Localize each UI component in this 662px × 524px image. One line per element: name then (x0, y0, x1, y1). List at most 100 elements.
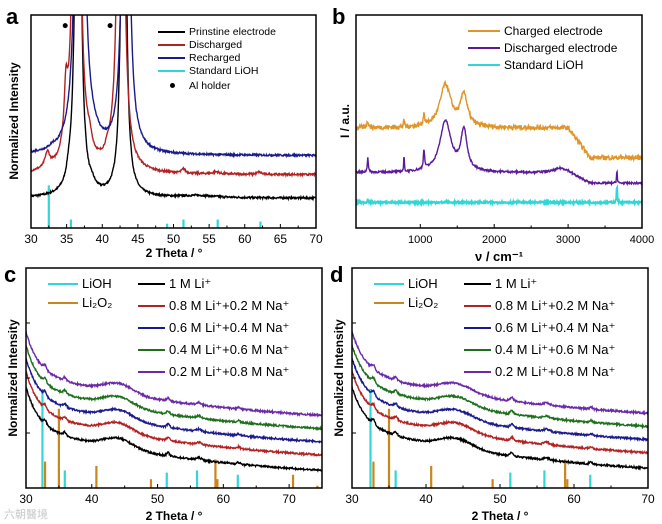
legend-label: Li₂O₂ (82, 295, 113, 311)
legend-item: 0.6 M Li⁺+0.4 M Na⁺ (464, 320, 615, 336)
legend-line-swatch (468, 29, 500, 32)
legend-label: 0.8 M Li⁺+0.2 M Na⁺ (495, 298, 616, 314)
x-tick-label: 60 (238, 232, 252, 246)
series-line-2 (26, 357, 322, 444)
series-line-1 (26, 371, 322, 458)
legend-item: Discharged electrode (468, 41, 617, 55)
panel-a-xlabel: 2 Theta / ° (145, 246, 203, 260)
panel-b-xlabel: ν / cm⁻¹ (474, 249, 524, 264)
x-tick-label: 35 (60, 232, 74, 246)
x-tick-label: 50 (151, 492, 165, 506)
panel-a-data (31, 15, 316, 228)
legend-item: 1 M Li⁺ (138, 276, 211, 292)
legend-line-swatch (464, 305, 491, 308)
series-line-1 (31, 15, 316, 179)
panel-c-letter: c (4, 262, 17, 287)
x-tick-label: 45 (131, 232, 145, 246)
legend-label: 0.2 M Li⁺+0.8 M Na⁺ (495, 364, 616, 380)
legend-item: Charged electrode (468, 24, 603, 38)
series-line-2 (352, 358, 648, 443)
legend-line-swatch (48, 282, 78, 285)
series-line-0 (26, 386, 322, 473)
x-tick-label: 40 (85, 492, 99, 506)
legend-line-swatch (464, 371, 491, 374)
x-tick-label: 50 (167, 232, 181, 246)
panel-c-data (26, 331, 322, 488)
legend-label: 0.4 M Li⁺+0.6 M Na⁺ (169, 342, 290, 358)
legend-line-swatch (158, 69, 185, 72)
legend-item: LiOH (374, 276, 438, 291)
x-tick-label: 3000 (556, 234, 580, 246)
x-tick-label: 50 (493, 492, 507, 506)
series-line-0 (352, 386, 648, 471)
panel-b-letter: b (332, 4, 346, 29)
legend-item: Standard LiOH (158, 65, 258, 77)
x-tick-label: 65 (274, 232, 288, 246)
panel-a-letter: a (6, 4, 19, 29)
series-line-2 (356, 183, 642, 208)
legend-line-swatch (468, 63, 500, 66)
legend-label: Charged electrode (504, 23, 603, 38)
legend-label: 0.4 M Li⁺+0.6 M Na⁺ (495, 342, 616, 358)
panel-b-data (356, 79, 642, 208)
panel-d-xlabel: 2 Theta / ° (471, 509, 529, 523)
legend-item: Recharged (158, 52, 240, 64)
panel-d-data (352, 331, 648, 488)
legend-item: Standard LiOH (468, 58, 583, 72)
x-tick-label: 1000 (408, 234, 432, 246)
legend-item: 0.8 M Li⁺+0.2 M Na⁺ (138, 298, 289, 314)
series-line-1 (356, 119, 642, 187)
legend-label: Li₂O₂ (408, 295, 439, 311)
series-line-2 (31, 15, 316, 159)
legend-label: Recharged (189, 51, 241, 64)
legend-item: 0.2 M Li⁺+0.8 M Na⁺ (464, 364, 615, 380)
x-tick-label: 55 (202, 232, 216, 246)
legend-line-swatch (138, 283, 165, 286)
al-holder-marker (62, 23, 68, 29)
legend-item: LiOH (48, 276, 112, 291)
plot-frame (355, 14, 643, 229)
legend-item: Discharged (158, 39, 242, 51)
legend-line-swatch (158, 43, 185, 46)
legend-label: 0.6 M Li⁺+0.4 M Na⁺ (169, 320, 290, 336)
series-line-1 (352, 370, 648, 456)
x-tick-label: 30 (345, 492, 359, 506)
x-tick-label: 70 (641, 492, 655, 506)
legend-line-swatch (138, 349, 165, 352)
series-line-3 (352, 344, 648, 430)
panel-d-letter: d (330, 262, 344, 287)
watermark: 六朝醫境 (4, 509, 48, 521)
panel-a-ylabel: Normalized Intensity (7, 62, 21, 180)
x-tick-label: 60 (217, 492, 231, 506)
legend-label: 0.2 M Li⁺+0.8 M Na⁺ (169, 364, 290, 380)
series-line-4 (352, 331, 648, 416)
legend-line-swatch (468, 46, 500, 49)
legend-label: Al holder (189, 79, 231, 92)
legend-item: 0.8 M Li⁺+0.2 M Na⁺ (464, 298, 615, 314)
legend-line-swatch (158, 30, 185, 33)
panel-d-ylabel: Normalized Intensity (332, 319, 346, 437)
legend-label: Prinstine electrode (189, 25, 276, 38)
x-tick-label: 4000 (630, 234, 654, 246)
legend-item: Al holder (158, 80, 230, 92)
legend-item: 0.2 M Li⁺+0.8 M Na⁺ (138, 364, 289, 380)
legend-line-swatch (374, 301, 404, 304)
panel-c-ylabel: Normalized Intensity (6, 319, 20, 437)
legend-line-swatch (464, 349, 491, 352)
legend-label: 1 M Li⁺ (169, 276, 212, 292)
legend-item: 0.6 M Li⁺+0.4 M Na⁺ (138, 320, 289, 336)
legend-label: Discharged (189, 38, 243, 51)
panel-d: 30 40 50 60 70 (345, 267, 655, 506)
legend-item: 0.4 M Li⁺+0.6 M Na⁺ (464, 342, 615, 358)
panel-c: 30 40 50 60 70 (19, 267, 323, 506)
legend-line-swatch (464, 327, 491, 330)
x-tick-label: 70 (282, 492, 296, 506)
x-tick-label: 60 (567, 492, 581, 506)
legend-line-swatch (374, 282, 404, 285)
series-line-4 (26, 331, 322, 419)
legend-label: Standard LiOH (504, 57, 584, 72)
legend-label: Discharged electrode (504, 40, 618, 55)
panel-c-xlabel: 2 Theta / ° (145, 509, 203, 523)
legend-line-swatch (48, 301, 78, 304)
